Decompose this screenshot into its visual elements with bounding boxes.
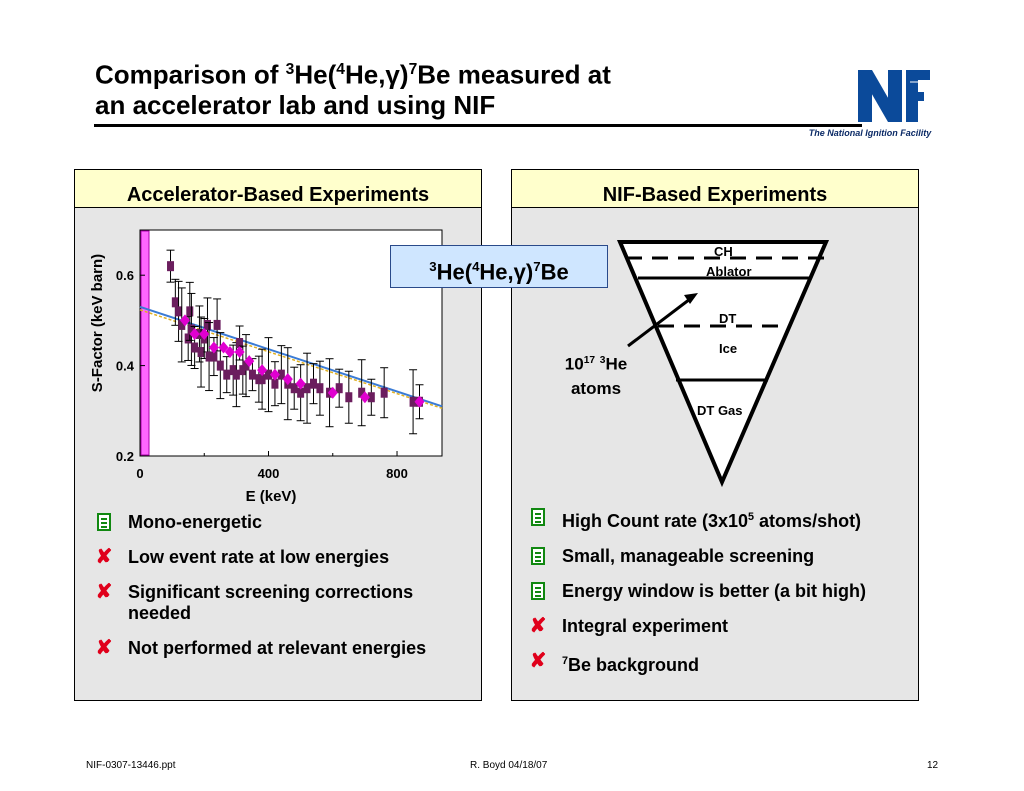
data-point <box>282 373 293 386</box>
data-point <box>213 319 221 330</box>
bullet-screening-corrections: ✘ Significant screening corrections need… <box>95 581 414 624</box>
y-tick-label: 0.6 <box>116 268 134 283</box>
accelerator-bullets: Mono-energetic ✘ Low event rate at low e… <box>94 512 474 673</box>
data-point <box>345 392 353 403</box>
footer-page-number: 12 <box>927 760 939 771</box>
data-point <box>277 369 285 380</box>
y-tick-label: 0.4 <box>116 359 135 374</box>
accelerator-panel-header: Accelerator-Based Experiments <box>75 170 481 208</box>
data-point <box>367 392 375 403</box>
data-point <box>335 383 343 394</box>
checklist-icon <box>528 546 548 567</box>
checklist-icon <box>94 512 114 533</box>
x-axis-label: E (keV) <box>246 488 297 505</box>
data-point <box>236 338 244 348</box>
data-point <box>269 368 280 381</box>
ablator-label: Ablator <box>706 264 752 279</box>
data-point <box>224 346 235 359</box>
nif-bullets: High Count rate (3x105 atoms/shot) Small… <box>528 507 916 690</box>
data-point <box>205 351 213 362</box>
x-icon: ✘ <box>529 615 547 637</box>
data-point <box>234 346 245 359</box>
data-point <box>242 360 250 371</box>
data-point <box>258 374 266 385</box>
logo-subtitle: The National Ignition Facility <box>808 128 932 138</box>
nif-panel-header: NIF-Based Experiments <box>512 170 918 208</box>
data-point <box>167 261 175 272</box>
data-point <box>203 319 211 330</box>
y-axis-label: S-Factor (keV barn) <box>89 254 106 392</box>
data-point <box>297 387 305 398</box>
data-point <box>414 395 425 408</box>
bullet-energy-window: Energy window is better (a bit high) <box>528 581 916 602</box>
title-underline <box>94 124 862 127</box>
data-point <box>197 347 205 358</box>
data-point <box>187 324 195 335</box>
low-energy-band <box>140 230 150 456</box>
data-point <box>184 333 192 344</box>
bullet-small-screening: Small, manageable screening <box>528 546 916 567</box>
x-tick-label: 800 <box>386 466 408 481</box>
data-point <box>189 327 200 340</box>
checklist-icon <box>528 507 548 528</box>
bullet-low-event-rate: ✘ Low event rate at low energies <box>95 546 390 568</box>
dt-gas-label: DT Gas <box>697 403 743 418</box>
bullet-mono-energetic: Mono-energetic <box>94 512 474 533</box>
data-point <box>303 383 311 394</box>
data-point <box>327 386 338 399</box>
x-icon: ✘ <box>529 650 547 672</box>
x-tick-label: 400 <box>258 466 280 481</box>
data-point <box>380 387 388 398</box>
data-point <box>409 396 417 407</box>
bullet-integral-experiment: ✘ Integral experiment <box>529 615 729 637</box>
x-icon: ✘ <box>95 637 113 659</box>
x-icon: ✘ <box>95 546 113 568</box>
data-point <box>210 351 218 362</box>
y-tick-label: 0.2 <box>116 449 134 464</box>
data-point <box>191 342 199 353</box>
s-factor-chart: 0 400 800 0.2 0.4 0.6 E (keV) S-Factor (keV bar… <box>89 229 443 505</box>
data-point <box>216 360 224 371</box>
data-point <box>199 327 210 340</box>
x-tick-label: 0 <box>136 466 143 481</box>
bullet-high-count-rate: High Count rate (3x105 atoms/shot) <box>528 507 916 532</box>
data-point <box>309 378 317 389</box>
reaction-label: 3He(4He,γ)7Be <box>390 245 608 288</box>
bullet-be-background: ✘ 7Be background <box>529 650 700 676</box>
nif-logo <box>796 62 936 142</box>
data-point <box>271 378 279 389</box>
slide-title: Comparison of 3He(4He,γ)7Be measured at … <box>95 59 611 120</box>
data-point <box>223 369 231 380</box>
data-point <box>359 391 370 404</box>
data-point <box>265 369 273 380</box>
dt-label: DT <box>719 311 737 326</box>
data-point <box>358 387 366 398</box>
bullet-not-relevant-energies: ✘ Not performed at relevant energies <box>95 637 427 659</box>
x-icon: ✘ <box>95 581 113 603</box>
data-point <box>290 383 298 394</box>
checklist-icon <box>528 581 548 602</box>
data-point <box>232 369 240 380</box>
capsule-diagram <box>616 240 834 488</box>
ice-label: Ice <box>719 341 738 356</box>
data-point <box>295 377 306 390</box>
data-point <box>179 314 190 327</box>
data-point <box>175 306 183 317</box>
footer-author-date: R. Boyd 04/18/07 <box>470 760 548 771</box>
data-point <box>244 355 255 368</box>
ch-label: CH <box>714 244 733 259</box>
data-point <box>316 383 324 394</box>
fit-line <box>139 305 443 408</box>
atoms-label: 1017 3He atoms <box>564 354 628 398</box>
data-point <box>171 297 179 308</box>
data-point <box>178 319 186 330</box>
data-point <box>257 364 268 377</box>
data-point <box>248 369 256 380</box>
footer-file: NIF-0307-13446.ppt <box>86 760 176 771</box>
data-point <box>186 306 194 317</box>
